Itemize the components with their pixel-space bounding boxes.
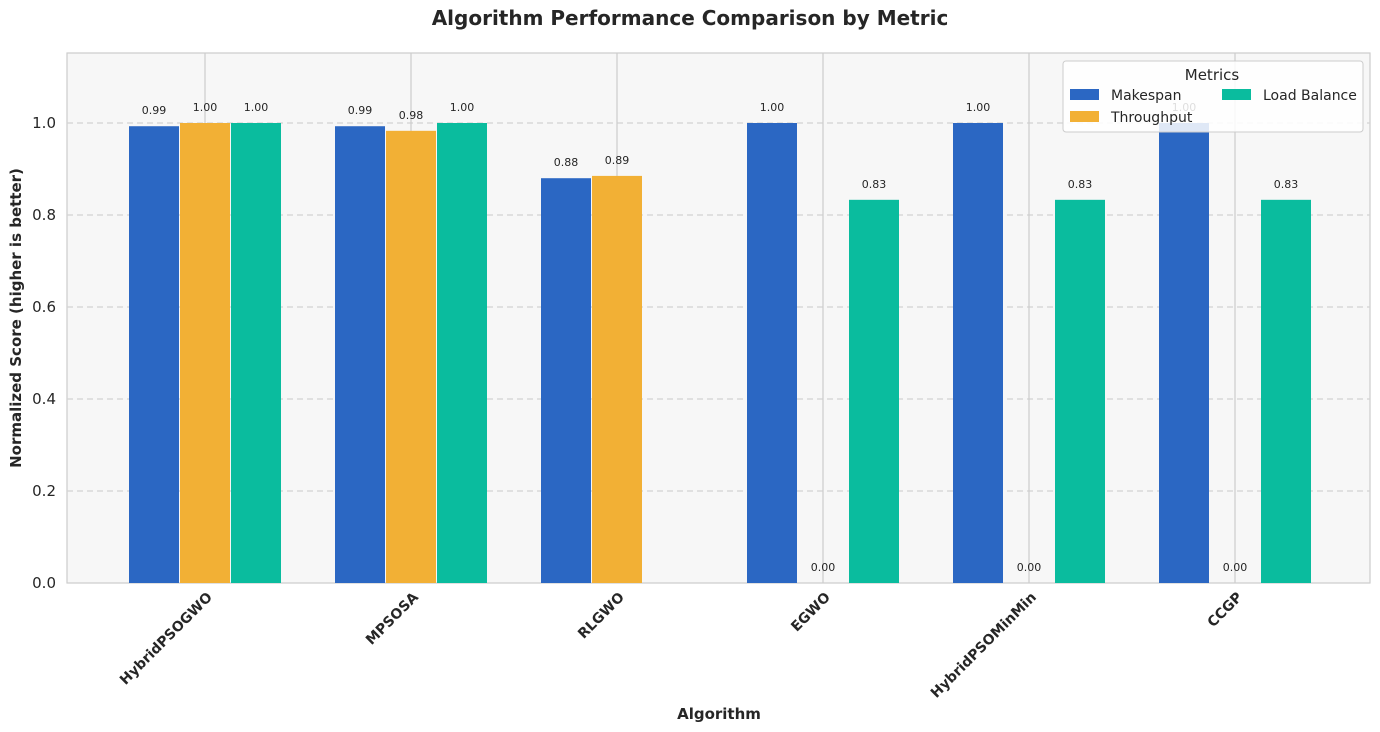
bar-load-balance (1261, 199, 1311, 583)
y-axis-title: Normalized Score (higher is better) (7, 168, 25, 468)
data-label: 0.83 (862, 178, 887, 191)
bar-load-balance (231, 123, 281, 583)
x-tick-label: EGWO (788, 589, 834, 635)
bar-makespan (129, 126, 179, 583)
x-tick-label: CCGP (1205, 590, 1246, 631)
x-axis-title: Algorithm (677, 705, 761, 723)
bar-makespan (1159, 123, 1209, 583)
legend-swatch (1070, 111, 1099, 122)
data-label: 0.00 (811, 561, 836, 574)
data-label: 0.89 (605, 154, 630, 167)
legend-swatch (1070, 89, 1099, 100)
bar-throughput (386, 130, 436, 583)
x-tick-label: HybridPSOGWO (117, 589, 216, 688)
data-label: 1.00 (244, 101, 269, 114)
bar-makespan (747, 123, 797, 583)
legend-title: Metrics (1185, 66, 1240, 84)
plot-area (66, 52, 1371, 584)
y-tick-label: 0.8 (32, 206, 56, 224)
bar-makespan (953, 123, 1003, 583)
y-tick-label: 0.6 (32, 298, 56, 316)
legend-label: Makespan (1111, 88, 1182, 104)
chart-title: Algorithm Performance Comparison by Metr… (431, 6, 949, 30)
bar-makespan (541, 178, 591, 583)
bar-throughput (180, 123, 230, 583)
legend: Metrics Makespan Throughput Load Balance (1062, 60, 1364, 133)
legend-box (1062, 60, 1364, 133)
data-label: 0.00 (1223, 561, 1248, 574)
data-label: 1.00 (193, 101, 218, 114)
y-tick-label: 0.4 (32, 390, 56, 408)
data-label: 0.99 (142, 104, 167, 117)
data-label: 1.00 (966, 101, 991, 114)
bar-load-balance (437, 123, 487, 583)
legend-label: Throughput (1110, 110, 1193, 126)
y-tick-label: 0.0 (32, 574, 56, 592)
data-label: 1.00 (760, 101, 785, 114)
bar-throughput (592, 175, 642, 583)
data-label: 0.98 (399, 109, 424, 122)
bar-load-balance (849, 199, 899, 583)
x-tick-label: MPSOSA (363, 589, 422, 648)
data-label: 0.83 (1068, 178, 1093, 191)
y-tick-label: 1.0 (32, 114, 56, 132)
legend-label: Load Balance (1263, 88, 1357, 104)
x-tick-label: HybridPSOMinMin (928, 590, 1040, 702)
data-label: 1.00 (450, 101, 475, 114)
data-label: 0.88 (554, 156, 579, 169)
y-tick-label: 0.2 (32, 482, 56, 500)
bar-load-balance (1055, 199, 1105, 583)
data-label: 0.99 (348, 104, 373, 117)
bar-makespan (335, 126, 385, 583)
x-tick-label: RLGWO (575, 589, 628, 642)
data-label: 0.00 (1017, 561, 1042, 574)
legend-swatch (1222, 89, 1251, 100)
data-label: 0.83 (1274, 178, 1299, 191)
